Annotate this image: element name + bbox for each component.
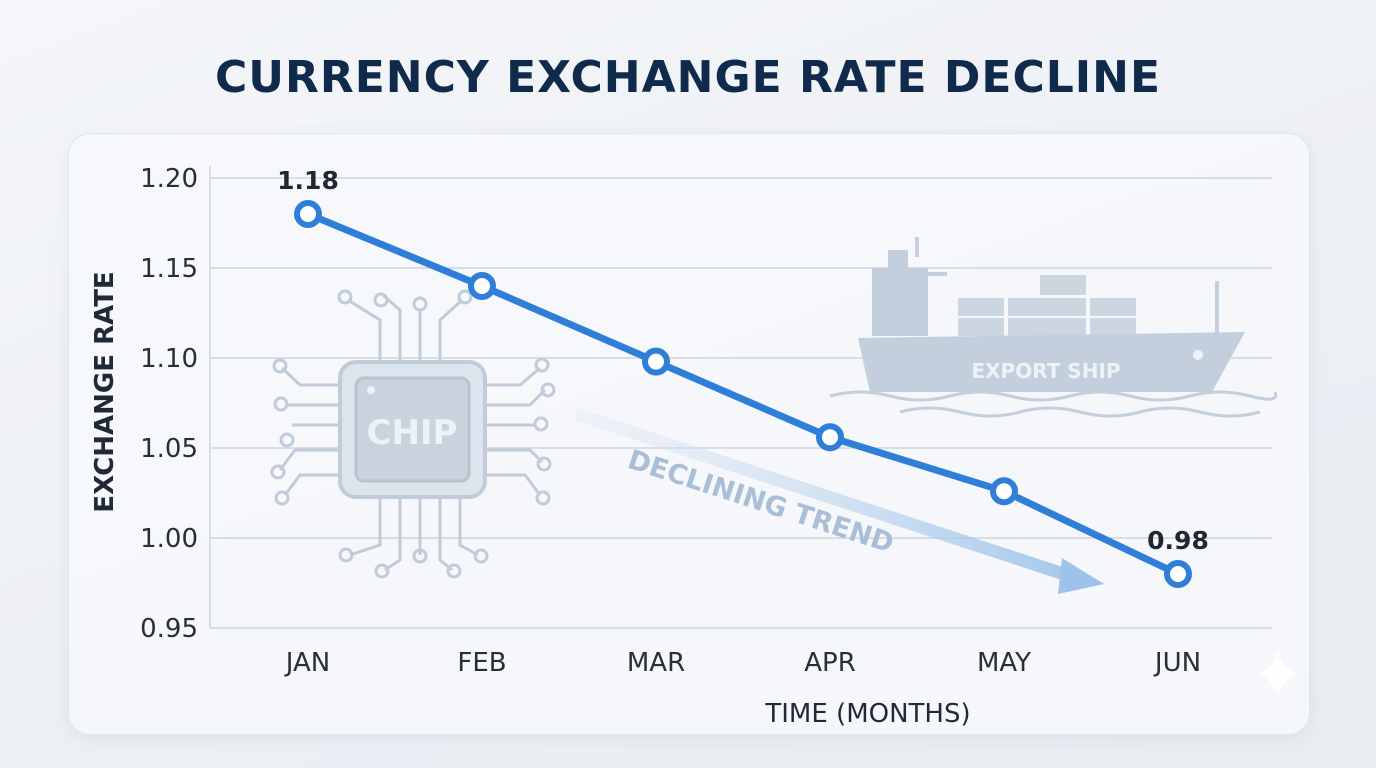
chart-panel [68, 133, 1310, 735]
wave-line [899, 406, 1261, 418]
y-tick-label: 1.00 [140, 524, 198, 554]
y-axis-ticks: 0.95 1.00 1.05 1.10 1.15 1.20 [140, 164, 198, 644]
y-tick-label: 1.10 [140, 344, 198, 374]
y-tick-label: 1.15 [140, 254, 198, 284]
data-label: 0.98 [1147, 526, 1209, 555]
data-point [294, 200, 322, 228]
wave-line [829, 390, 1278, 402]
y-tick-label: 1.05 [140, 434, 198, 464]
data-point [642, 347, 670, 376]
y-tick-label: 1.20 [140, 164, 198, 194]
chip-label: CHIP [367, 413, 458, 453]
data-point [468, 272, 496, 300]
y-axis-label: EXCHANGE RATE [90, 271, 120, 512]
data-point [1164, 560, 1192, 588]
chart-title: CURRENCY EXCHANGE RATE DECLINE [214, 52, 1162, 103]
x-tick-label: MAR [627, 648, 685, 678]
ship-label: EXPORT SHIP [971, 359, 1120, 383]
data-point [816, 423, 844, 452]
trend-arrow [574, 408, 1104, 594]
chip-icon [270, 289, 556, 579]
data-points [294, 200, 1192, 588]
x-tick-label: APR [804, 648, 856, 678]
x-axis-ticks: JAN FEB MAR APR MAY JUN [284, 648, 1201, 678]
ship-icon [858, 237, 1245, 392]
x-tick-label: JAN [284, 648, 330, 678]
data-labels: 1.18 0.98 [277, 166, 1209, 555]
series-polyline [304, 210, 1182, 578]
x-tick-label: MAY [977, 648, 1031, 678]
x-tick-label: FEB [457, 648, 506, 678]
sparkle-icon [1256, 650, 1300, 698]
data-label: 1.18 [277, 166, 339, 195]
series-line [304, 210, 1182, 578]
y-tick-label: 0.95 [140, 614, 198, 644]
data-point [990, 477, 1018, 506]
x-axis-label: TIME (MONTHS) [764, 699, 970, 729]
x-tick-label: JUN [1153, 648, 1201, 678]
